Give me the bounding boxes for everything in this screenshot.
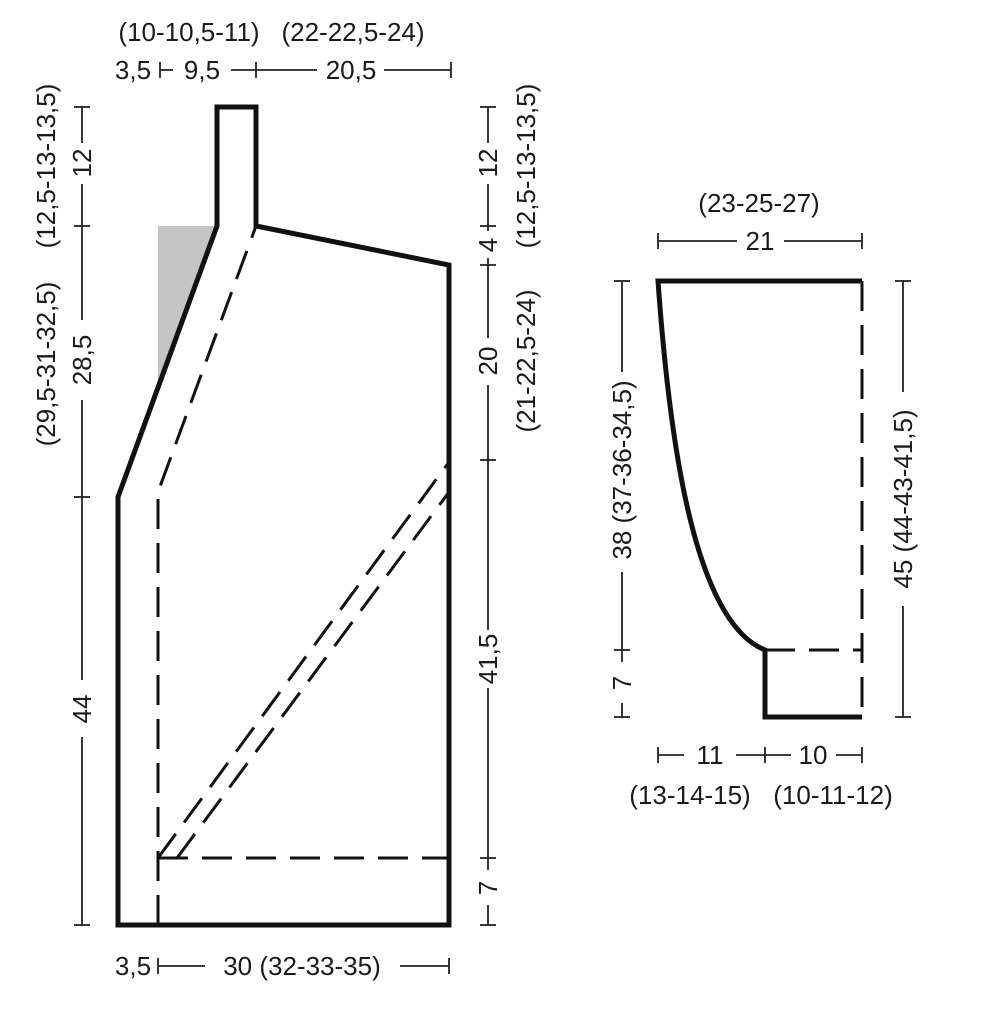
sleeve-piece	[655, 278, 864, 720]
body-top-dimensions: (10-10,5-11) (22-22,5-24) 3,5 9,5 20,5	[115, 17, 452, 85]
body-right-label-3: 4	[473, 238, 503, 252]
sleeve-outline	[655, 278, 862, 720]
body-left-label-2: (12,5-13-13,5)	[31, 84, 61, 249]
body-right-label-2: (12,5-13-13,5)	[511, 84, 541, 249]
sleeve-bottom-label-4: (10-11-12)	[773, 780, 892, 810]
body-top-label-2: (22-22,5-24)	[281, 17, 424, 47]
sleeve-top-dimensions: (23-25-27) 21	[657, 188, 863, 256]
body-top-label-4: 9,5	[184, 55, 220, 85]
body-right-dimensions: 12 (12,5-13-13,5) 4 20 (21-22,5-24) 41,5…	[473, 84, 541, 926]
body-bottom-dimensions: 3,5 30 (32-33-35)	[115, 951, 450, 981]
sleeve-bottom-dimensions: 11 10 (13-14-15) (10-11-12)	[629, 740, 892, 810]
body-right-label-6: 41,5	[473, 634, 503, 685]
sleeve-left-dimensions: 38 (37-36-34,5) 7	[607, 280, 637, 718]
sleeve-left-label-2: 7	[607, 676, 637, 690]
sleeve-top-label-2: 21	[746, 226, 775, 256]
pocket-dashed-line-lower	[175, 491, 451, 859]
body-top-label-5: 20,5	[326, 55, 377, 85]
pocket-dashed-line-upper	[156, 461, 451, 859]
body-piece	[115, 104, 452, 928]
body-bottom-label-1: 3,5	[115, 951, 151, 981]
body-top-label-1: (10-10,5-11)	[118, 17, 259, 47]
sleeve-left-label-1: 38 (37-36-34,5)	[607, 380, 637, 559]
front-band-dashed-line	[156, 225, 258, 925]
body-outline	[115, 104, 452, 928]
body-right-label-1: 12	[473, 149, 503, 178]
body-bottom-label-2: 30 (32-33-35)	[223, 951, 381, 981]
sleeve-bottom-label-3: (13-14-15)	[629, 780, 750, 810]
sleeve-right-dimensions: 45 (44-43-41,5)	[888, 280, 918, 718]
sleeve-top-label-1: (23-25-27)	[698, 188, 819, 218]
sleeve-right-label-1: 45 (44-43-41,5)	[888, 409, 918, 588]
body-left-label-3: 28,5	[67, 335, 97, 386]
sleeve-bottom-label-2: 10	[799, 740, 828, 770]
body-left-label-4: (29,5-31-32,5)	[31, 282, 61, 447]
body-right-label-7: 7	[473, 881, 503, 895]
sleeve-bottom-label-1: 11	[697, 740, 724, 770]
body-top-label-3: 3,5	[115, 55, 151, 85]
body-left-label-1: 12	[67, 149, 97, 178]
body-left-dimensions: 12 (12,5-13-13,5) 28,5 (29,5-31-32,5) 44	[31, 84, 97, 926]
body-right-label-4: 20	[473, 347, 503, 376]
body-right-label-5: (21-22,5-24)	[511, 289, 541, 432]
body-left-label-5: 44	[67, 695, 97, 724]
